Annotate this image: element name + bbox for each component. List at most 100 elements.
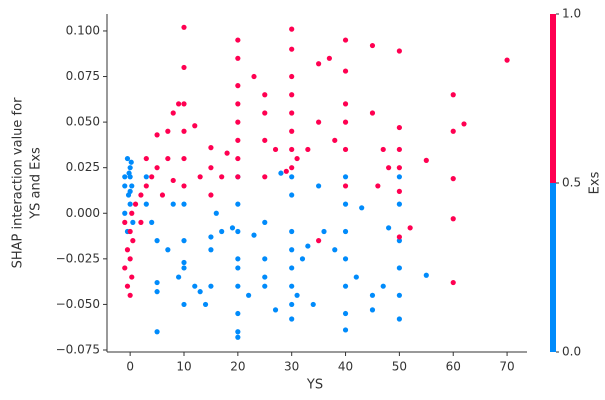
point [262,283,268,289]
point [181,155,187,162]
point [159,192,166,198]
point [380,146,386,153]
point [124,155,131,162]
point [143,201,149,207]
point [289,265,295,271]
y-tick-label: −0.075 [56,342,100,356]
point [122,183,128,189]
point [396,238,402,244]
point [165,155,171,162]
point [132,201,139,207]
point [332,137,338,143]
point [192,123,198,129]
point [289,228,295,235]
point [165,128,171,134]
point [124,283,131,289]
point [342,228,349,235]
point [213,210,219,216]
point [283,168,289,174]
point [289,110,295,116]
point [181,128,187,134]
point [386,165,392,171]
point [235,228,241,235]
point [143,183,149,189]
point [262,110,268,116]
x-tick-label: 60 [446,360,461,374]
colorbar-tick-label: 0.5 [562,176,581,190]
point [342,183,349,189]
x-tick-label: 70 [499,360,514,374]
point [235,137,241,143]
point [235,334,241,340]
point [342,310,349,317]
point [219,228,225,235]
point [396,234,402,240]
point [262,219,268,225]
point [289,316,295,322]
point [396,265,402,271]
point [154,289,160,295]
point [235,119,241,125]
point [289,165,295,171]
point [154,132,160,138]
point [154,238,160,244]
point [316,183,322,189]
point [235,37,241,43]
point [143,174,149,180]
point [192,283,198,289]
point [181,64,187,71]
point [235,201,241,207]
point [129,274,135,280]
point [181,301,187,308]
point [208,192,214,198]
point [235,83,241,89]
point [342,201,349,207]
point [208,247,214,253]
point [181,265,187,271]
point [342,119,349,125]
point [208,145,214,151]
point [181,259,187,266]
y-tick-label: 0.075 [66,69,100,83]
point [342,327,349,333]
point [423,157,429,163]
point [450,128,456,134]
y-tick-label: 0.050 [66,115,100,129]
x-tick-label: 40 [338,360,353,374]
point [407,225,413,231]
point [176,274,182,280]
point [289,128,295,134]
point [149,174,155,180]
point [262,137,268,143]
point [130,219,136,225]
point [369,110,376,116]
y-tick-label: 0.025 [66,160,100,174]
point [396,165,402,171]
point [235,329,241,335]
point [127,292,133,298]
point [235,310,241,317]
point [289,146,295,153]
point [423,272,429,278]
point [122,210,128,216]
point [289,283,295,289]
point [289,192,295,198]
point [202,301,209,308]
x-tick-label: 10 [176,360,191,374]
point [450,216,456,222]
point [359,205,365,211]
point [504,57,510,63]
point [342,174,349,180]
point [122,174,128,180]
x-tick-label: 50 [392,360,407,374]
point [289,73,295,80]
point [396,124,402,131]
point [450,176,456,182]
point [353,274,359,280]
x-tick-label: 0 [126,360,134,374]
point [176,101,182,107]
point [126,170,132,176]
point [170,177,176,184]
point [396,146,402,153]
point [128,159,134,165]
